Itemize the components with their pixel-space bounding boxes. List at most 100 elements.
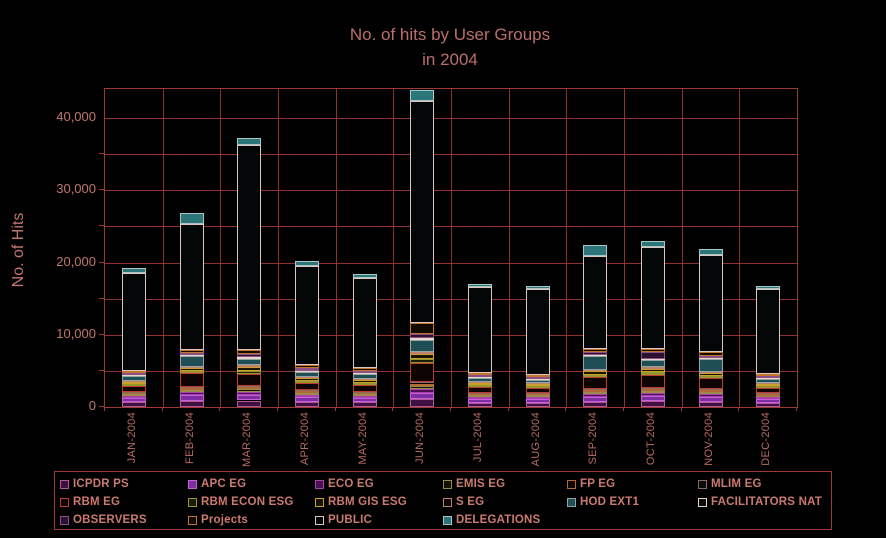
bar-segment	[467, 394, 492, 397]
bar-segment	[410, 383, 435, 387]
bar-segment	[525, 383, 550, 385]
legend-label: ICPDR PS	[73, 478, 129, 490]
bar-segment	[698, 376, 723, 379]
bar-segment	[410, 352, 435, 355]
legend-item: RBM ECON ESG	[188, 493, 315, 511]
bar-segment	[410, 399, 435, 407]
bar-segment	[410, 392, 435, 400]
bar-segment	[179, 388, 204, 390]
bar-segment	[294, 394, 319, 398]
bar-segment	[352, 391, 377, 393]
bar-segment	[179, 352, 204, 356]
bar-segment	[121, 392, 146, 394]
legend-label: DELEGATIONS	[456, 514, 541, 526]
legend-label: PUBLIC	[328, 514, 373, 526]
bar-segment	[294, 371, 319, 377]
bar-segment	[237, 138, 262, 145]
bar-segment	[237, 353, 262, 358]
bar-segment	[121, 392, 146, 395]
bar-segment	[640, 358, 665, 361]
bar-segment	[525, 395, 550, 398]
legend-swatch-icon	[188, 479, 197, 489]
bar-segment	[583, 389, 608, 391]
bar-segment	[121, 268, 146, 273]
bar-segment	[467, 287, 492, 373]
bar-segment	[352, 393, 377, 396]
bar-segment	[640, 390, 665, 394]
x-axis-tick	[219, 407, 221, 411]
plot-area	[104, 88, 798, 408]
x-axis-tick	[450, 407, 451, 411]
x-tick-label: JUN-2004	[414, 412, 427, 464]
y-axis-tick	[99, 189, 104, 191]
legend-swatch-icon	[315, 479, 324, 489]
bar-segment	[583, 369, 608, 372]
x-tick-label: NOV-2004	[702, 412, 715, 466]
bar-segment	[756, 375, 781, 378]
x-tick-label: JUL-2004	[471, 412, 484, 463]
legend-label: FACILITATORS NAT	[711, 496, 822, 508]
bar-segment	[756, 373, 781, 376]
legend-item: PUBLIC	[315, 511, 443, 529]
bar-segment	[583, 393, 608, 397]
x-axis-tick	[104, 407, 105, 411]
bar-segment	[525, 393, 550, 395]
bar-segment	[352, 395, 377, 398]
bar-segment	[294, 391, 319, 393]
bar-segment	[583, 255, 608, 349]
bar-segment	[237, 371, 262, 375]
bar-segment	[121, 376, 146, 381]
bar-segment	[410, 90, 435, 101]
v-gridline	[393, 89, 395, 407]
bar-segment	[640, 240, 665, 247]
legend-label: EMIS EG	[456, 478, 506, 490]
bar-segment	[467, 402, 492, 407]
bar-segment	[525, 384, 550, 387]
bar-segment	[698, 401, 723, 407]
bar-segment	[237, 387, 262, 390]
legend-item: OBSERVERS	[60, 511, 188, 529]
bar-segment	[179, 356, 204, 367]
y-tick-label: 20,000	[56, 253, 96, 269]
bar-segment	[756, 382, 781, 384]
y-tick-label: 0	[88, 398, 96, 413]
legend-item: APC EG	[188, 475, 315, 493]
bar-segment	[237, 358, 262, 366]
bar-segment	[410, 359, 435, 363]
legend-swatch-icon	[443, 515, 452, 525]
y-axis-tick	[99, 225, 104, 227]
bar-segment	[583, 401, 608, 407]
x-axis-tick	[161, 407, 163, 411]
bar-segment	[410, 337, 435, 340]
bar-segment	[698, 249, 723, 256]
bar-segment	[294, 390, 319, 392]
bar-segment	[179, 394, 204, 402]
bar-segment	[410, 322, 435, 334]
x-axis-tick	[796, 407, 797, 411]
v-gridline	[681, 89, 683, 407]
legend-item: MLIM EG	[698, 475, 830, 493]
legend-label: RBM EG	[73, 496, 121, 508]
bar-segment	[583, 396, 608, 402]
bar-segment	[756, 289, 781, 374]
bar-segment	[756, 394, 781, 396]
bar-segment	[352, 402, 377, 407]
bar-segment	[698, 389, 723, 391]
legend-item: HOD EXT1	[567, 493, 698, 511]
bar-segment	[237, 394, 262, 401]
legend-item: EMIS EG	[443, 475, 567, 493]
bar-segment	[294, 378, 319, 381]
bar-segment	[756, 402, 781, 407]
legend-swatch-icon	[698, 497, 707, 507]
bar-segment	[352, 371, 377, 374]
v-gridline	[451, 89, 452, 407]
legend-swatch-icon	[60, 515, 69, 525]
y-axis-tick	[99, 333, 104, 335]
bar-segment	[467, 383, 492, 386]
legend-item: Projects	[188, 511, 315, 529]
bar-segment	[294, 370, 319, 372]
chart-title-line2: in 2004	[422, 50, 478, 69]
legend-label: ECO EG	[328, 478, 374, 490]
bar-segment	[121, 394, 146, 397]
